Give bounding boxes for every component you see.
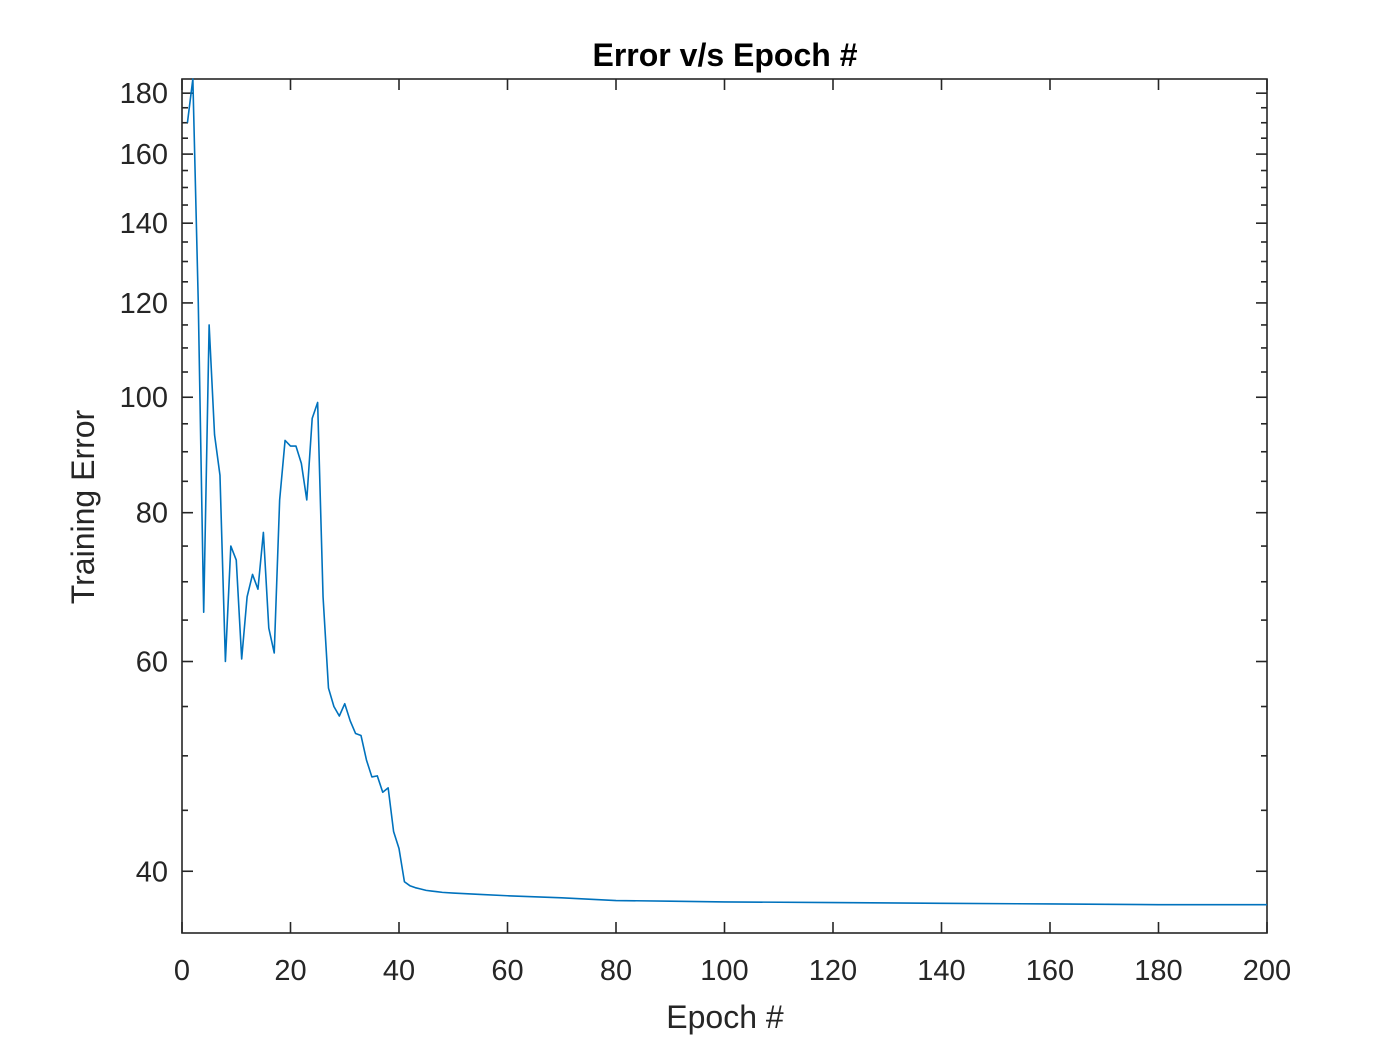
x-tick-label: 180: [1134, 955, 1182, 987]
plot-area: [181, 78, 1268, 934]
y-tick-label: 80: [136, 498, 168, 530]
y-tick-labels: 40 60 80 100 120 140 160 180: [120, 78, 168, 888]
tick-marks: [181, 79, 1268, 933]
y-tick-label: 180: [120, 78, 168, 110]
x-tick-label: 80: [600, 955, 632, 987]
x-tick-label: 100: [700, 955, 748, 987]
x-axis-label: Epoch #: [666, 999, 784, 1035]
y-tick-label: 120: [120, 288, 168, 320]
y-axis-label: Training Error: [65, 409, 101, 604]
x-tick-label: 140: [917, 955, 965, 987]
chart-title: Error v/s Epoch #: [593, 37, 858, 73]
x-tick-label: 200: [1243, 955, 1291, 987]
x-tick-label: 0: [174, 955, 190, 987]
y-tick-label: 140: [120, 208, 168, 240]
x-tick-label: 120: [809, 955, 857, 987]
series-line: [186, 78, 1267, 906]
y-tick-label: 100: [120, 382, 168, 414]
x-tick-label: 160: [1026, 955, 1074, 987]
y-tick-label: 40: [136, 856, 168, 888]
y-tick-label: 60: [136, 647, 168, 679]
x-tick-labels: 0 20 40 60 80 100 120 140 160 180 200: [174, 955, 1291, 987]
x-tick-label: 60: [491, 955, 523, 987]
x-tick-label: 20: [274, 955, 306, 987]
x-tick-label: 40: [383, 955, 415, 987]
y-tick-label: 160: [120, 139, 168, 171]
